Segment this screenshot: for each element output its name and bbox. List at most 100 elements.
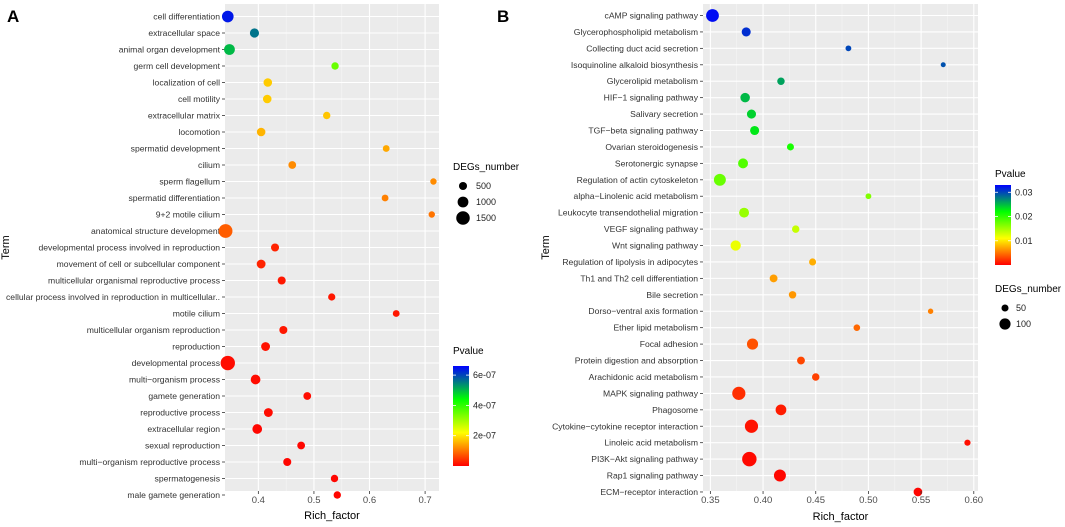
panel-b-term-label: Dorso−ventral axis formation (588, 306, 698, 316)
panel-a-data-point (323, 111, 331, 120)
panel-a-term-label: developmental process involved in reprod… (38, 243, 220, 253)
panel-a-term-label: reproductive process (140, 408, 220, 418)
panel-b-x-tick-label: 0.55 (912, 495, 931, 506)
panel-a-data-point (428, 211, 435, 218)
panel-a-term-label: sperm flagellum (159, 177, 220, 187)
panel-a-data-point (262, 94, 272, 104)
panel-b-x-tick-label: 0.45 (806, 495, 825, 506)
panel-b-data-point (773, 469, 786, 482)
panel-b-data-point (788, 291, 797, 299)
panel-b-data-point (730, 240, 741, 251)
panel-b-term-label: Leukocyte transendothelial migration (558, 208, 698, 218)
panel-a-x-tick-label: 0.7 (418, 495, 431, 506)
panel-b-chart: cAMP signaling pathway Glycerophospholipi… (540, 4, 1062, 523)
panel-a-term-label: gamete generation (148, 391, 220, 401)
panel-a-data-point (221, 10, 234, 23)
panel-b-size-legend-label: 50 (1016, 303, 1026, 313)
panel-b-term-label: Phagosome (652, 405, 698, 415)
panel-b-data-point (740, 92, 750, 103)
panel-b-data-point (775, 404, 787, 416)
panel-b-data-point (741, 27, 751, 37)
panel-a-size-legend-dot (456, 211, 470, 225)
panel-a-data-point (256, 259, 266, 269)
panel-b-data-point (713, 173, 726, 186)
panel-b-x-tick-label: 0.35 (701, 495, 720, 506)
panel-a-data-point (330, 474, 339, 483)
panel-b-term-label: Glycerophospholipid metabolism (574, 27, 698, 37)
panel-a-color-legend-label: 6e-07 (473, 370, 496, 380)
panel-b-size-legend-label: 100 (1016, 319, 1031, 329)
panel-b-x-axis-title: Rich_factor (813, 511, 869, 523)
panel-a-data-point (392, 310, 400, 317)
panel-b-data-point (786, 143, 794, 151)
panel-b-color-legend-label: 0.03 (1015, 187, 1033, 197)
panel-a-term-label: anatomical structure development (91, 226, 221, 236)
panel-b-data-point (964, 439, 971, 446)
panel-b-term-label: Linoleic acid metabolism (604, 438, 698, 448)
panel-a-term-label: sexual reproduction (145, 441, 220, 451)
panel-b-term-label: HIF−1 signaling pathway (604, 93, 699, 103)
panel-a-y-axis-title: Term (0, 235, 12, 259)
panel-a-data-point (218, 224, 233, 238)
panel-b-data-point (853, 324, 861, 331)
panel-b-size-legend-title: DEGs_number (995, 284, 1062, 295)
panel-a-x-tick-label: 0.6 (363, 495, 376, 506)
panel-b-term-label: Ether lipid metabolism (613, 323, 698, 333)
panel-a-chart: cell differentiation extracellular space a… (0, 4, 520, 522)
panel-a-size-legend-dot (458, 181, 468, 191)
panel-a-size-legend-label: 1500 (476, 213, 496, 223)
panel-b-data-point (739, 207, 750, 218)
panel-a-term-label: extracellular region (147, 424, 220, 434)
panel-b-letter: B (497, 7, 509, 26)
panel-a-data-point (331, 62, 339, 70)
panel-a-data-point (381, 194, 389, 202)
panel-a-term-label: germ cell development (134, 61, 221, 71)
panel-a-term-label: localization of cell (153, 78, 220, 88)
panel-a-data-point (256, 127, 266, 137)
panel-b-data-point (750, 125, 760, 136)
panel-b-size-legend-dot (1001, 304, 1009, 312)
panel-b-data-point (791, 225, 800, 233)
panel-b-size-legend-dot (999, 318, 1011, 330)
panel-b-term-label: alpha−Linolenic acid metabolism (574, 191, 698, 201)
panel-b-x-tick-label: 0.60 (965, 495, 984, 506)
panel-a-term-label: male gamete generation (127, 490, 220, 500)
panel-a-data-point (224, 44, 235, 55)
panel-a-data-point (279, 325, 288, 335)
panel-a-term-label: movement of cell or subcellular componen… (57, 259, 221, 269)
panel-b-term-label: Protein digestion and absorption (575, 356, 698, 366)
panel-b-term-label: PI3K−Akt signaling pathway (591, 454, 698, 464)
panel-a-data-point (220, 355, 235, 371)
panel-a-color-legend-label: 2e-07 (473, 431, 496, 441)
panel-b-data-point (927, 308, 934, 314)
panel-a-term-label: cilium (198, 160, 220, 170)
panel-a-term-label: multi−organism process (129, 375, 220, 385)
panel-b-data-point (744, 419, 759, 433)
panel-a-data-point (303, 392, 312, 400)
panel-b-data-point (769, 274, 778, 283)
panel-b-color-legend-label: 0.02 (1015, 212, 1033, 222)
panel-b-term-label: TGF−beta signaling pathway (588, 126, 698, 136)
panel-a-data-point (382, 145, 390, 152)
panel-b-plot-background (703, 4, 978, 491)
panel-b-term-label: Arachidonic acid metabolism (589, 372, 698, 382)
panel-b-term-label: Collecting duct acid secretion (586, 43, 698, 53)
panel-a-term-label: spermatid development (131, 144, 221, 154)
panel-b-color-bar (995, 185, 1011, 265)
panel-a-x-tick-label: 0.4 (252, 495, 265, 506)
panel-a-data-point (263, 408, 273, 417)
panel-a-data-point (297, 441, 306, 450)
panel-b-x-tick-label: 0.50 (859, 495, 878, 506)
panel-a-x-tick-label: 0.5 (307, 495, 320, 506)
panel-b-data-point (809, 258, 817, 266)
panel-a-data-point (328, 293, 336, 301)
panel-b-term-label: Rap1 signaling pathway (607, 471, 699, 481)
panel-a-term-label: spermatid differentiation (128, 193, 220, 203)
panel-b-term-label: ECM−receptor interaction (600, 487, 698, 497)
panel-a-term-label: locomotion (178, 127, 220, 137)
panel-b-term-label: Focal adhesion (640, 339, 699, 349)
panel-b-data-point (797, 356, 805, 365)
panel-b-data-point (777, 77, 785, 85)
panel-b-term-label: Salivary secretion (630, 109, 698, 119)
panel-a-term-label: extracellular matrix (148, 111, 221, 121)
